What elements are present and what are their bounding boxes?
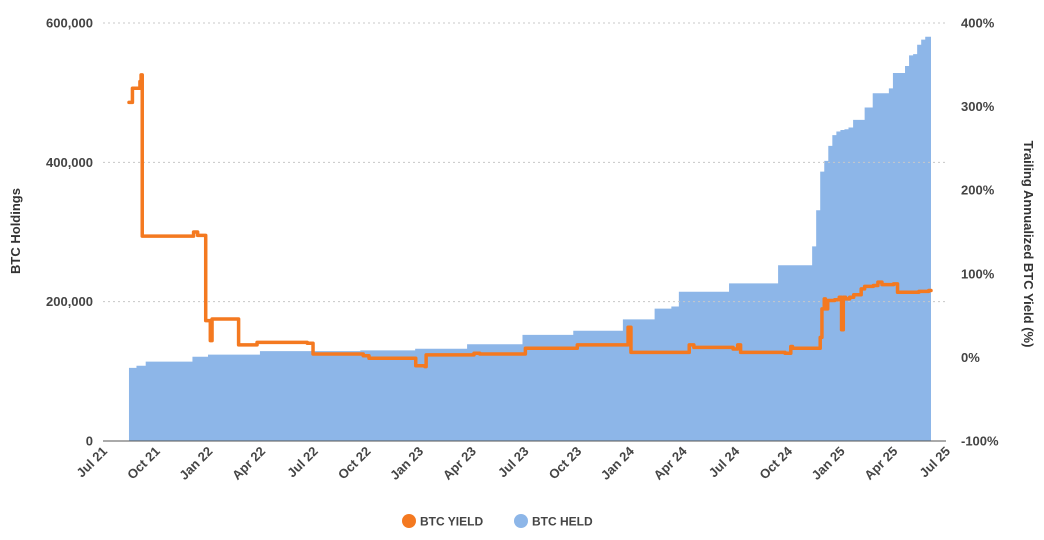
x-tick-label: Oct 23 bbox=[546, 444, 585, 483]
x-tick-label: Jul 23 bbox=[495, 444, 532, 481]
legend-btc-yield-label: BTC YIELD bbox=[420, 515, 483, 529]
legend-btc-held-marker bbox=[514, 514, 528, 528]
x-tick-label: Jan 23 bbox=[387, 444, 426, 483]
x-tick-label: Oct 24 bbox=[756, 443, 795, 482]
btc-yield-line-layer bbox=[127, 73, 933, 369]
x-tick-label: Jan 25 bbox=[809, 444, 848, 483]
y-right-tick-label: 0% bbox=[961, 350, 980, 365]
y-left-tick-label: 600,000 bbox=[46, 16, 93, 31]
legend-btc-held-label: BTC HELD bbox=[532, 515, 593, 529]
x-tick-label: Apr 23 bbox=[440, 444, 479, 483]
y-left-tick-label: 0 bbox=[86, 434, 93, 449]
y-right-tick-label: 200% bbox=[961, 183, 995, 198]
x-tick-label: Oct 22 bbox=[335, 444, 374, 483]
x-tick-label: Apr 24 bbox=[650, 443, 690, 483]
x-tick-label: Apr 22 bbox=[229, 444, 268, 483]
btc-yield-line bbox=[127, 73, 933, 369]
x-tick-label: Jul 24 bbox=[706, 443, 743, 480]
legend: BTC YIELD BTC HELD bbox=[402, 514, 593, 529]
y-right-tick-label: 300% bbox=[961, 99, 995, 114]
x-tick-label: Jul 21 bbox=[73, 444, 110, 481]
btc-held-area bbox=[128, 36, 932, 441]
y-right-tick-label: -100% bbox=[961, 434, 999, 449]
y-left-axis-title: BTC Holdings bbox=[8, 188, 23, 274]
x-tick-label: Jan 22 bbox=[176, 444, 215, 483]
legend-btc-yield-marker bbox=[402, 514, 416, 528]
btc-held-area-layer bbox=[128, 36, 932, 441]
x-tick-label: Jul 22 bbox=[284, 444, 321, 481]
x-tick-label: Apr 25 bbox=[861, 444, 900, 483]
x-tick-label: Jul 25 bbox=[916, 444, 953, 481]
x-tick-label: Jan 24 bbox=[598, 443, 638, 483]
x-tick-label: Oct 21 bbox=[124, 444, 163, 483]
y-right-tick-label: 100% bbox=[961, 266, 995, 281]
gridlines bbox=[103, 22, 946, 303]
y-left-tick-label: 200,000 bbox=[46, 294, 93, 309]
y-right-axis-title: Trailing Annualized BTC Yield (%) bbox=[1021, 141, 1036, 348]
y-left-tick-label: 400,000 bbox=[46, 155, 93, 170]
y-right-tick-label: 400% bbox=[961, 16, 995, 31]
